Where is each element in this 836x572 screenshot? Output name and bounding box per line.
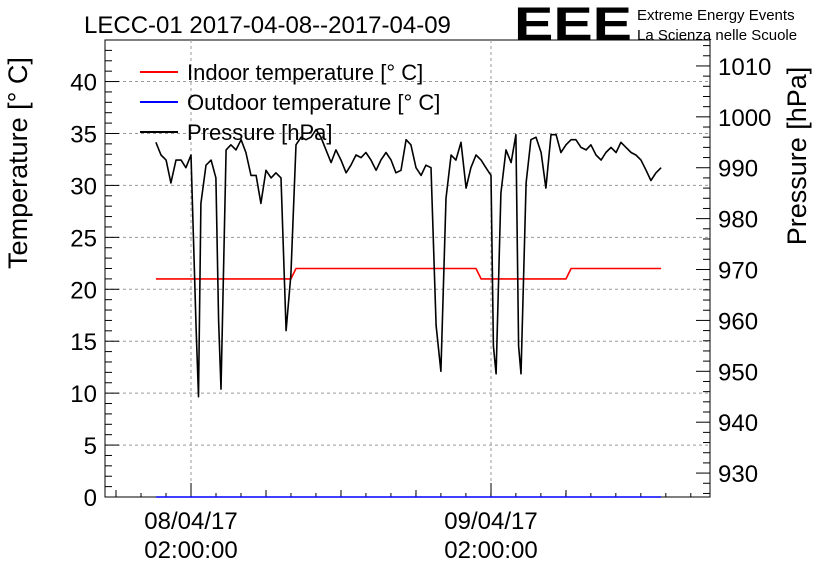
legend-label: Indoor temperature [° C] <box>187 60 423 85</box>
y-axis-label: Temperature [° C] <box>3 57 33 269</box>
y-tick-label: 30 <box>70 173 97 200</box>
eee-logo: EEE Extreme Energy Events La Scienza nel… <box>514 0 797 50</box>
y-tick-label: 25 <box>70 225 97 252</box>
y-tick-label: 40 <box>70 70 97 97</box>
chart-title: LECC-01 2017-04-08--2017-04-09 <box>84 12 451 39</box>
eee-logo-text: EEE <box>514 0 632 50</box>
y2-tick-label: 930 <box>718 461 758 488</box>
axis-ticks: 0 5 10 15 20 25 30 35 40 930 940 950 960 970 980 990 100… <box>70 39 771 564</box>
eee-logo-line2: La Scienza nelle Scuole <box>637 27 797 44</box>
y2-tick-label: 960 <box>718 308 758 335</box>
y2-tick-label: 980 <box>718 207 758 234</box>
series-pressure-hpa <box>155 128 662 398</box>
series-layer <box>155 128 662 498</box>
y2-tick-label: 940 <box>718 410 758 437</box>
legend: Indoor temperature [° C] Outdoor temperat… <box>140 60 440 145</box>
y-tick-label: 20 <box>70 277 97 304</box>
y2-tick-label: 1010 <box>718 54 771 81</box>
y2-axis-label: Pressure [hPa] <box>782 67 812 246</box>
legend-label: Outdoor temperature [° C] <box>187 90 440 115</box>
series-indoor-temperature-c <box>155 267 662 280</box>
y-tick-label: 35 <box>70 121 97 148</box>
y-tick-label: 0 <box>84 485 97 512</box>
y-tick-label: 10 <box>70 381 97 408</box>
y-tick-label: 5 <box>84 433 97 460</box>
grid <box>105 40 710 497</box>
y-tick-label: 15 <box>70 329 97 356</box>
x-tick-label-time: 02:00:00 <box>144 537 237 564</box>
y2-tick-label: 950 <box>718 359 758 386</box>
x-tick-label-date: 09/04/17 <box>444 508 537 535</box>
y2-tick-label: 970 <box>718 258 758 285</box>
x-tick-label-date: 08/04/17 <box>144 508 237 535</box>
x-tick-label-time: 02:00:00 <box>444 537 537 564</box>
legend-label: Pressure [hPa] <box>187 120 333 145</box>
eee-logo-line1: Extreme Energy Events <box>637 7 795 24</box>
y2-tick-label: 1000 <box>718 105 771 132</box>
y2-tick-label: 990 <box>718 156 758 183</box>
